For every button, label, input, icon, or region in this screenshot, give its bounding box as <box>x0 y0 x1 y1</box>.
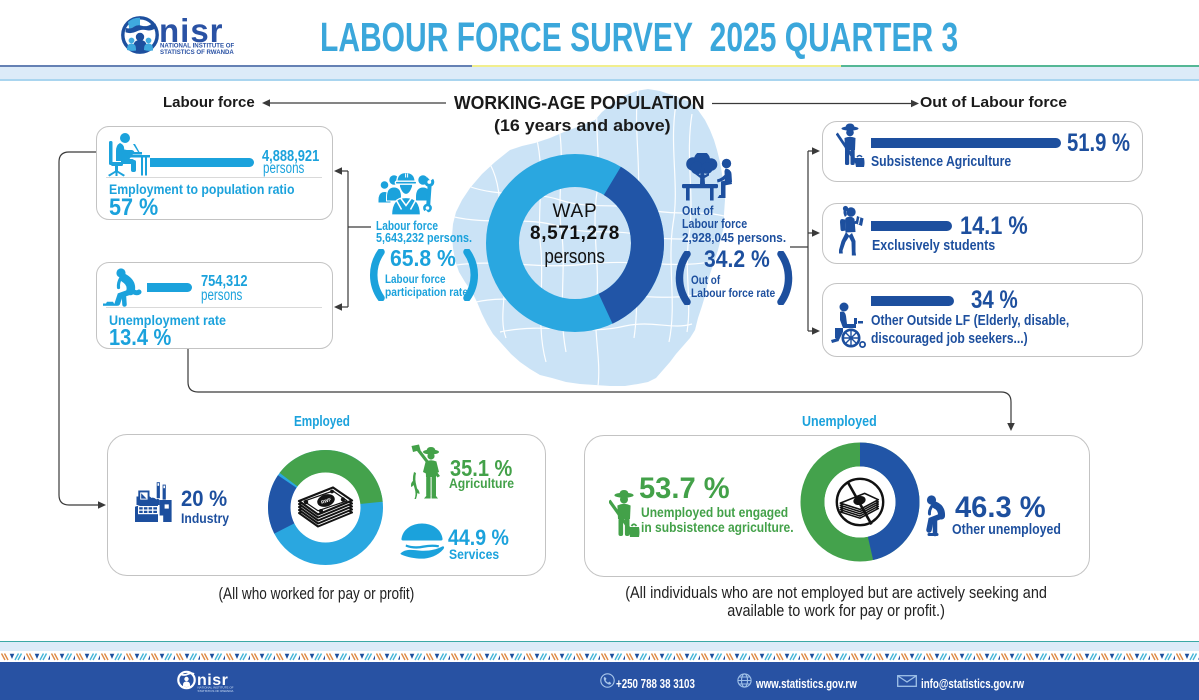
svg-text:RWF: RWF <box>320 497 332 505</box>
svg-text:NATIONAL INSTITUTE OF: NATIONAL INSTITUTE OF <box>198 686 234 690</box>
svg-text:NATIONAL INSTITUTE OF: NATIONAL INSTITUTE OF <box>160 43 235 50</box>
svg-text:nisr: nisr <box>197 672 228 689</box>
svg-text:STATISTICS OF RWANDA: STATISTICS OF RWANDA <box>160 49 234 56</box>
svg-text:STATISTICS OF RWANDA: STATISTICS OF RWANDA <box>198 689 234 693</box>
svg-text:nisr: nisr <box>159 16 224 49</box>
